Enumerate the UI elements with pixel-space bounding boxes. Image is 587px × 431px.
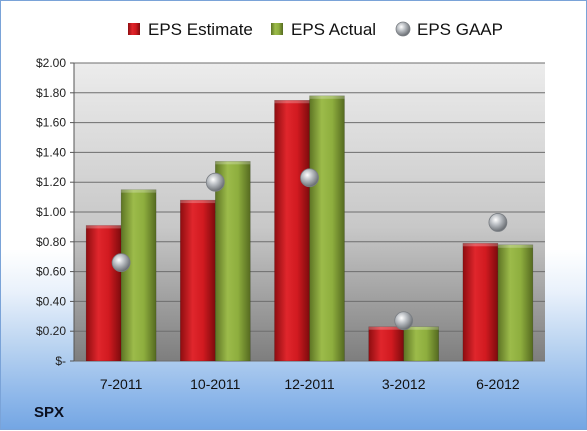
bar-highlight — [368, 326, 404, 330]
bar-highlight — [180, 200, 216, 204]
marker-eps-gaap-3-2012 — [394, 311, 414, 331]
bar-eps-estimate-3-2012 — [368, 326, 404, 362]
y-tick-label: $0.20 — [36, 324, 66, 338]
bar-eps-estimate-12-2011 — [274, 100, 310, 362]
legend-label-eps-actual: EPS Actual — [291, 20, 376, 39]
bar-highlight — [497, 244, 533, 248]
marker-eps-gaap-7-2011 — [111, 253, 131, 273]
y-axis: $- $0.20 $0.40 $0.60 $0.80 $1.00 $1.20 $1.40 $1.… — [36, 56, 75, 368]
bar-eps-actual-10-2011 — [215, 161, 251, 362]
x-tick-label: 12-2011 — [284, 376, 335, 392]
legend-swatch-eps-actual — [271, 23, 283, 35]
y-tick-label: $1.20 — [36, 175, 66, 189]
legend-label-eps-gaap: EPS GAAP — [417, 20, 503, 39]
y-tick-label: $2.00 — [36, 56, 66, 70]
legend-swatch-eps-estimate — [128, 23, 140, 35]
y-tick-label: $0.80 — [36, 235, 66, 249]
bar-eps-actual-3-2012 — [403, 326, 439, 362]
bar-highlight — [403, 326, 439, 330]
marker-eps-gaap-6-2012 — [488, 213, 508, 232]
x-tick-label: 7-2011 — [100, 376, 143, 392]
bar-highlight — [86, 225, 122, 229]
bar-eps-actual-12-2011 — [309, 95, 345, 362]
legend-label-eps-estimate: EPS Estimate — [148, 20, 253, 39]
x-tick-label: 3-2012 — [382, 376, 426, 392]
bar-eps-actual-7-2011 — [120, 189, 157, 362]
x-tick-label: 6-2012 — [476, 376, 520, 392]
y-tick-label: $0.40 — [36, 294, 66, 308]
ticker-label: SPX — [34, 404, 64, 421]
marker-eps-gaap-12-2011 — [300, 168, 319, 188]
legend: EPS Estimate EPS Actual EPS GAAP — [128, 20, 503, 39]
y-tick-label: $1.40 — [36, 145, 66, 159]
bar-highlight — [121, 189, 157, 193]
marker-eps-gaap-10-2011 — [205, 172, 225, 192]
y-tick-label: $0.60 — [36, 265, 66, 279]
bar-highlight — [309, 95, 345, 99]
bar-highlight — [462, 243, 498, 247]
bars — [85, 95, 534, 362]
bar-highlight — [274, 100, 310, 104]
bar-eps-estimate-6-2012 — [462, 243, 499, 362]
bar-eps-estimate-7-2011 — [85, 225, 122, 362]
y-tick-label: $1.80 — [36, 86, 66, 100]
legend-swatch-eps-gaap — [395, 21, 411, 37]
bar-eps-estimate-10-2011 — [180, 199, 216, 362]
gaap-markers — [111, 168, 508, 331]
x-axis: 7-2011 10-2011 12-2011 3-2012 6-2012 — [100, 376, 520, 392]
y-tick-label: $1.00 — [36, 205, 66, 219]
y-tick-label: $- — [55, 354, 66, 368]
bar-eps-actual-6-2012 — [497, 244, 534, 362]
y-tick-label: $1.60 — [36, 116, 66, 130]
x-tick-label: 10-2011 — [190, 376, 241, 392]
bar-highlight — [215, 161, 251, 165]
